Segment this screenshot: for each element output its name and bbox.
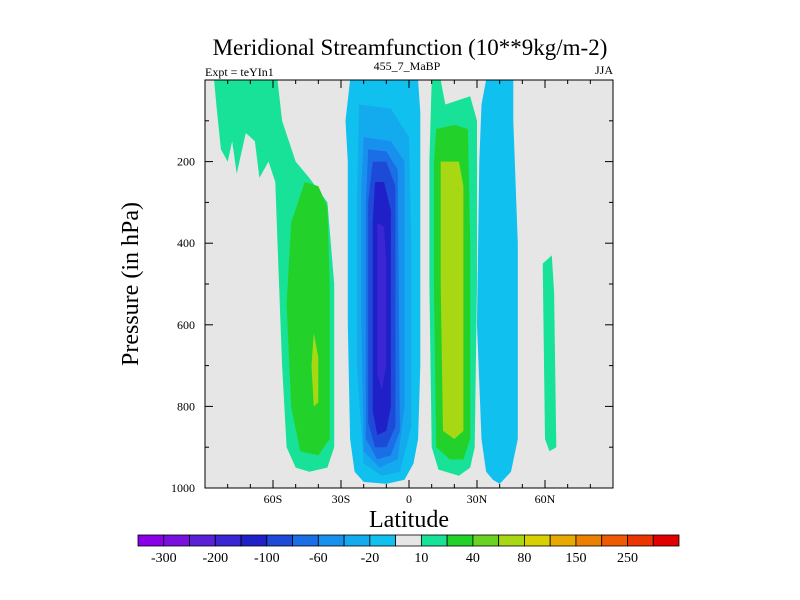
colorbar-label: -20 xyxy=(361,551,380,566)
colorbar-box xyxy=(369,534,397,547)
colorbar-box xyxy=(317,534,345,547)
contour-regions xyxy=(214,80,557,484)
colorbar-box xyxy=(137,534,165,547)
axis-ticks: 60S 30S 0 30N 60N 200 400 600 800 1000 xyxy=(171,80,613,506)
y-tick-label: 1000 xyxy=(171,481,195,495)
x-tick-label: 60N xyxy=(535,492,556,506)
y-tick-label: 200 xyxy=(177,155,195,169)
colorbar-box xyxy=(575,534,603,547)
colorbar-box xyxy=(652,534,680,547)
colorbar-box xyxy=(214,534,242,547)
colorbar-label: -60 xyxy=(309,551,328,566)
colorbar-box xyxy=(240,534,268,547)
contour-teal-north-strip xyxy=(542,255,557,452)
colorbar: -300 -200 -100 -60 -20 10 40 80 150 250 xyxy=(137,534,680,566)
colorbar-label: -100 xyxy=(254,551,280,566)
x-axis-label: Latitude xyxy=(369,507,449,533)
colorbar-label: 250 xyxy=(617,551,638,566)
contour-lime-south-spot xyxy=(311,333,319,407)
y-axis-label: Pressure (in hPa) xyxy=(118,202,144,366)
colorbar-box xyxy=(292,534,319,547)
y-tick-label: 400 xyxy=(177,236,195,250)
colorbar-label: 80 xyxy=(517,551,531,566)
colorbar-box xyxy=(472,534,500,547)
colorbar-box xyxy=(549,534,577,547)
colorbar-label: -200 xyxy=(202,551,228,566)
contour-lime-30n-core xyxy=(440,161,464,439)
contour-cyan-north-column xyxy=(477,80,518,484)
contour-green-south-blob xyxy=(286,182,330,456)
plot-area: 60S 30S 0 30N 60N 200 400 600 800 1000 xyxy=(171,79,614,506)
x-tick-label: 30S xyxy=(332,492,351,506)
y-tick-label: 600 xyxy=(177,318,195,332)
x-tick-label: 0 xyxy=(406,492,412,506)
colorbar-box xyxy=(420,534,448,547)
colorbar-label: 40 xyxy=(466,551,480,566)
colorbar-box xyxy=(446,534,474,547)
colorbar-box xyxy=(163,534,190,547)
x-tick-label: 60S xyxy=(264,492,283,506)
colorbar-label: 150 xyxy=(566,551,587,566)
colorbar-box xyxy=(524,534,551,547)
colorbar-box xyxy=(343,534,371,547)
center-label: 455_7_MaBP xyxy=(374,59,441,73)
colorbar-box xyxy=(627,534,654,547)
contour-blue-center-core2 xyxy=(377,222,387,391)
colorbar-label: -300 xyxy=(151,551,177,566)
chart-title: Meridional Streamfunction (10**9kg/m-2) xyxy=(213,35,608,60)
colorbar-label: 10 xyxy=(414,551,428,566)
experiment-label: Expt = teYIn1 xyxy=(205,65,274,79)
colorbar-box xyxy=(189,534,216,547)
x-tick-label: 30N xyxy=(467,492,488,506)
colorbar-box xyxy=(601,534,628,547)
colorbar-box xyxy=(266,534,293,547)
season-label: JJA xyxy=(595,63,613,77)
colorbar-box xyxy=(498,534,525,547)
y-tick-label: 800 xyxy=(177,399,195,413)
colorbar-box xyxy=(395,534,422,547)
